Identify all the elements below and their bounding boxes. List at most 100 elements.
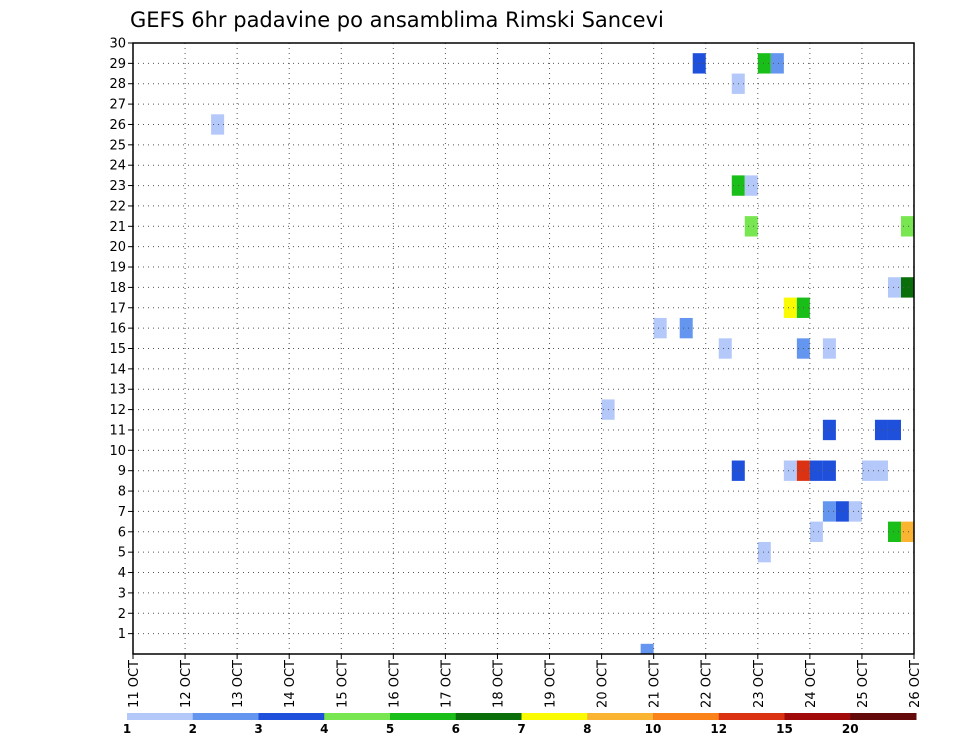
x-tick-label: 14 OCT (283, 660, 298, 708)
x-tick-label: 11 OCT (127, 660, 142, 708)
y-tick-label: 15 (109, 342, 126, 357)
y-tick-label: 27 (109, 98, 126, 113)
y-tick-label: 24 (109, 159, 126, 174)
colorbar-swatch (390, 713, 457, 720)
precip-cell (679, 317, 693, 339)
y-tick-label: 21 (109, 220, 126, 235)
precip-cell (835, 501, 849, 522)
colorbar-label: 5 (386, 722, 394, 736)
y-axis: 1234567891011121314151617181920212223242… (109, 37, 133, 642)
x-tick-label: 24 OCT (804, 660, 819, 708)
precip-cell (809, 521, 823, 542)
x-tick-label: 20 OCT (596, 660, 611, 708)
y-tick-label: 20 (109, 240, 126, 255)
y-tick-label: 22 (109, 199, 126, 214)
y-tick-label: 8 (118, 485, 126, 500)
precip-cell (757, 53, 771, 74)
y-tick-label: 25 (109, 138, 126, 153)
colorbar-label: 7 (517, 722, 525, 736)
colorbar-label: 8 (583, 722, 591, 736)
colorbar: 1 2 3 4 5 6 7 8 10 12 15 20 (123, 713, 917, 736)
precip-cell (718, 338, 732, 359)
grid-lines (133, 43, 914, 654)
x-tick-label: 15 OCT (335, 660, 350, 708)
precip-cell (874, 460, 888, 481)
x-tick-label: 16 OCT (387, 660, 402, 708)
colorbar-swatch (784, 713, 851, 720)
colorbar-swatch (653, 713, 720, 720)
precip-cell (822, 501, 836, 522)
precip-cell (653, 317, 667, 339)
y-tick-label: 7 (118, 505, 126, 520)
y-tick-label: 23 (109, 179, 126, 194)
x-tick-label: 23 OCT (752, 660, 767, 708)
precip-cell (822, 338, 836, 359)
y-tick-label: 14 (109, 362, 126, 377)
precip-cell (887, 419, 901, 441)
precip-cell (900, 277, 914, 298)
precip-cell (692, 53, 706, 74)
x-tick-label: 25 OCT (856, 660, 871, 708)
y-tick-label: 5 (118, 546, 126, 561)
colorbar-label: 3 (254, 722, 262, 736)
colorbar-swatch (521, 713, 588, 720)
colorbar-label: 2 (189, 722, 197, 736)
y-tick-label: 30 (109, 37, 126, 52)
y-tick-label: 12 (109, 403, 126, 418)
colorbar-swatch (850, 713, 917, 720)
x-tick-label: 12 OCT (179, 660, 194, 708)
x-axis: 11 OCT 12 OCT 13 OCT 14 OCT 15 OCT 16 OCT 17 O… (127, 654, 923, 708)
y-tick-label: 26 (109, 118, 126, 133)
colorbar-swatch (587, 713, 654, 720)
y-tick-label: 3 (118, 586, 126, 601)
x-tick-label: 21 OCT (648, 660, 663, 708)
y-tick-label: 18 (109, 281, 126, 296)
precip-cell (874, 419, 888, 441)
y-tick-label: 2 (118, 607, 126, 622)
precip-cell (640, 643, 654, 654)
x-tick-label: 19 OCT (544, 660, 559, 708)
y-tick-label: 28 (109, 77, 126, 92)
x-tick-label: 18 OCT (491, 660, 506, 708)
precip-cell (757, 541, 771, 563)
x-tick-label: 17 OCT (439, 660, 454, 708)
colorbar-label: 10 (645, 722, 662, 736)
colorbar-label: 6 (452, 722, 460, 736)
x-tick-label: 26 OCT (908, 660, 923, 708)
colorbar-swatch (192, 713, 259, 720)
precip-cell (744, 216, 758, 237)
data-cells (211, 53, 914, 654)
y-tick-label: 4 (118, 566, 126, 581)
colorbar-label: 20 (842, 722, 859, 736)
precip-cell (809, 460, 823, 481)
precip-cell (744, 175, 758, 196)
precip-cell (822, 460, 836, 481)
colorbar-swatch (127, 713, 194, 720)
precip-cell (770, 53, 784, 74)
y-tick-label: 9 (118, 464, 126, 479)
precip-cell (900, 521, 914, 542)
colorbar-swatch (258, 713, 325, 720)
y-tick-label: 29 (109, 57, 126, 72)
y-tick-label: 13 (109, 383, 126, 398)
precip-cell (783, 460, 797, 481)
precip-cell (900, 216, 914, 237)
y-tick-label: 17 (109, 301, 126, 316)
y-tick-label: 16 (109, 322, 126, 337)
precip-cell (211, 114, 225, 135)
precip-cell (887, 521, 901, 542)
x-tick-label: 13 OCT (231, 660, 246, 708)
colorbar-label: 4 (320, 722, 328, 736)
precip-cell (822, 419, 836, 441)
y-tick-label: 11 (109, 423, 126, 438)
colorbar-label: 12 (710, 722, 727, 736)
y-tick-label: 10 (109, 444, 126, 459)
precip-cell (848, 501, 862, 522)
colorbar-swatch (324, 713, 391, 720)
colorbar-label: 15 (776, 722, 793, 736)
y-tick-label: 19 (109, 261, 126, 276)
x-tick-label: 22 OCT (700, 660, 715, 708)
y-tick-label: 1 (118, 627, 126, 642)
precip-cell (783, 297, 797, 318)
